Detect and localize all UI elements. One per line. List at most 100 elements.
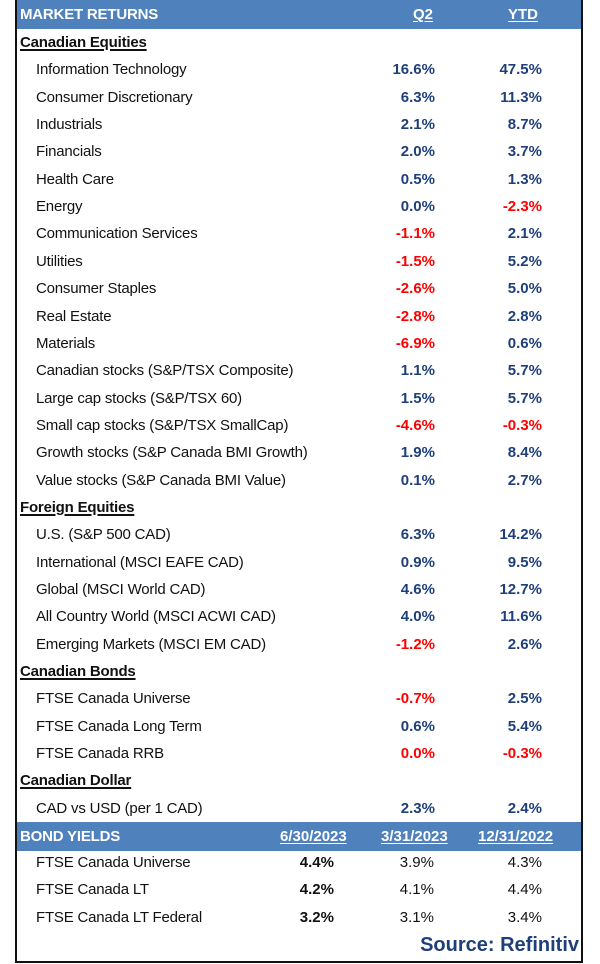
q2-value: -2.8% <box>395 307 435 325</box>
yield-value-1: 4.4% <box>299 854 334 871</box>
row-label: FTSE Canada RRB <box>36 745 164 763</box>
ytd-value: -0.3% <box>502 745 542 763</box>
table-row: Value stocks (S&P Canada BMI Value) 0.1% 2… <box>17 467 581 494</box>
q2-value: 6.3% <box>400 88 435 106</box>
table-row: International (MSCI EAFE CAD) 0.9% 9.5% <box>17 549 581 576</box>
table-row: All Country World (MSCI ACWI CAD) 4.0% 11.… <box>17 603 581 630</box>
row-label: Health Care <box>36 170 114 188</box>
table-row: Canadian stocks (S&P/TSX Composite) 1.1% 5… <box>17 357 581 384</box>
q2-value: -1.1% <box>395 225 435 243</box>
bond-yield-row: FTSE Canada Universe 4.4% 3.9% 4.3% <box>17 849 581 876</box>
row-label: FTSE Canada LT <box>36 881 149 899</box>
section-title: Foreign Equities <box>20 498 135 516</box>
row-label: Industrials <box>36 116 103 134</box>
table-row: Health Care 0.5% 1.3% <box>17 166 581 193</box>
q2-value: 0.5% <box>400 170 435 188</box>
ytd-value: 2.1% <box>507 225 542 243</box>
market-returns-title: MARKET RETURNS <box>20 6 159 23</box>
yield-value-2: 3.9% <box>399 854 434 871</box>
table-row: Industrials 2.1% 8.7% <box>17 111 581 138</box>
ytd-value: -2.3% <box>502 198 542 216</box>
ytd-value: 5.4% <box>507 717 542 735</box>
table-row: Consumer Staples -2.6% 5.0% <box>17 275 581 302</box>
ytd-value: 8.4% <box>507 444 542 462</box>
q2-value: -4.6% <box>395 416 435 434</box>
ytd-value: 0.6% <box>507 334 542 352</box>
table-row: Growth stocks (S&P Canada BMI Growth) 1.9… <box>17 439 581 466</box>
row-label: Global (MSCI World CAD) <box>36 581 206 598</box>
q2-value: 0.0% <box>400 745 435 763</box>
table-row: FTSE Canada Universe -0.7% 2.5% <box>17 685 581 712</box>
table-row: Energy 0.0% -2.3% <box>17 193 581 220</box>
section-title: Canadian Bonds <box>20 663 136 681</box>
ytd-value: 47.5% <box>499 61 542 79</box>
q2-value: 1.5% <box>400 389 435 407</box>
q2-value: 0.1% <box>400 471 435 489</box>
row-label: Small cap stocks (S&P/TSX SmallCap) <box>36 416 289 434</box>
section-header: Canadian Bonds <box>17 658 581 685</box>
q2-value: 4.0% <box>400 608 435 626</box>
row-label: Emerging Markets (MSCI EM CAD) <box>36 635 266 653</box>
row-label: Financials <box>36 143 102 161</box>
bond-yields-header: BOND YIELDS 6/30/2023 3/31/2023 12/31/20… <box>17 822 581 851</box>
q2-value: 1.1% <box>400 362 435 380</box>
table-row: Consumer Discretionary 6.3% 11.3% <box>17 84 581 111</box>
q2-value: 2.3% <box>400 799 435 817</box>
q2-value: -0.7% <box>395 690 435 708</box>
yield-value-1: 4.2% <box>299 881 334 899</box>
row-label: FTSE Canada Universe <box>36 690 191 708</box>
ytd-value: 5.0% <box>507 280 542 298</box>
row-label: Utilities <box>36 252 83 270</box>
ytd-value: 11.3% <box>500 88 542 106</box>
ytd-value: 2.5% <box>507 690 542 708</box>
table-row: Global (MSCI World CAD) 4.6% 12.7% <box>17 576 581 603</box>
row-label: Large cap stocks (S&P/TSX 60) <box>36 389 242 407</box>
table-row: FTSE Canada RRB 0.0% -0.3% <box>17 740 581 767</box>
table-row: U.S. (S&P 500 CAD) 6.3% 14.2% <box>17 521 581 548</box>
row-label: FTSE Canada LT Federal <box>36 908 202 926</box>
row-label: Energy <box>36 198 83 216</box>
yield-value-3: 4.3% <box>507 854 542 871</box>
ytd-value: 2.4% <box>507 799 542 817</box>
row-label: FTSE Canada Universe <box>36 854 191 871</box>
q2-value: 1.9% <box>400 444 435 462</box>
ytd-value: 3.7% <box>507 143 542 161</box>
row-label: Communication Services <box>36 225 198 243</box>
row-label: U.S. (S&P 500 CAD) <box>36 526 171 544</box>
source-note: Source: Refinitiv <box>420 934 579 956</box>
q2-value: 6.3% <box>400 526 435 544</box>
market-returns-table: MARKET RETURNS Q2 YTD Canadian Equities I… <box>15 0 583 963</box>
row-label: Growth stocks (S&P Canada BMI Growth) <box>36 444 308 462</box>
q2-value: -6.9% <box>395 334 435 352</box>
bond-yields-col-2: 3/31/2023 <box>381 828 448 845</box>
ytd-value: 14.2% <box>499 526 542 544</box>
table-row: Financials 2.0% 3.7% <box>17 138 581 165</box>
row-label: Value stocks (S&P Canada BMI Value) <box>36 471 286 489</box>
table-row: FTSE Canada Long Term 0.6% 5.4% <box>17 713 581 740</box>
ytd-value: 11.6% <box>500 608 542 626</box>
q2-column-header: Q2 <box>413 6 434 23</box>
table-row: Utilities -1.5% 5.2% <box>17 248 581 275</box>
ytd-value: 5.2% <box>507 252 542 270</box>
market-returns-header: MARKET RETURNS Q2 YTD <box>17 0 581 29</box>
ytd-value: 2.8% <box>507 307 542 325</box>
row-label: Information Technology <box>36 61 187 79</box>
row-label: Canadian stocks (S&P/TSX Composite) <box>36 362 294 380</box>
ytd-value: -0.3% <box>502 416 542 434</box>
ytd-value: 1.3% <box>507 170 542 188</box>
row-label: International (MSCI EAFE CAD) <box>36 553 244 571</box>
section-header: Foreign Equities <box>17 494 581 521</box>
yield-value-2: 4.1% <box>399 881 434 899</box>
row-label: Real Estate <box>36 307 112 325</box>
bond-yields-col-3: 12/31/2022 <box>478 828 554 845</box>
section-header: Canadian Equities <box>17 29 581 56</box>
table-row: CAD vs USD (per 1 CAD) 2.3% 2.4% <box>17 795 581 822</box>
row-label: CAD vs USD (per 1 CAD) <box>36 799 203 817</box>
ytd-value: 9.5% <box>507 553 542 571</box>
row-label: Consumer Discretionary <box>36 88 193 106</box>
q2-value: 2.1% <box>400 116 435 134</box>
ytd-value: 5.7% <box>507 389 542 407</box>
table-row: Materials -6.9% 0.6% <box>17 330 581 357</box>
table-row: Emerging Markets (MSCI EM CAD) -1.2% 2.6% <box>17 631 581 658</box>
table-row: Information Technology 16.6% 47.5% <box>17 56 581 83</box>
